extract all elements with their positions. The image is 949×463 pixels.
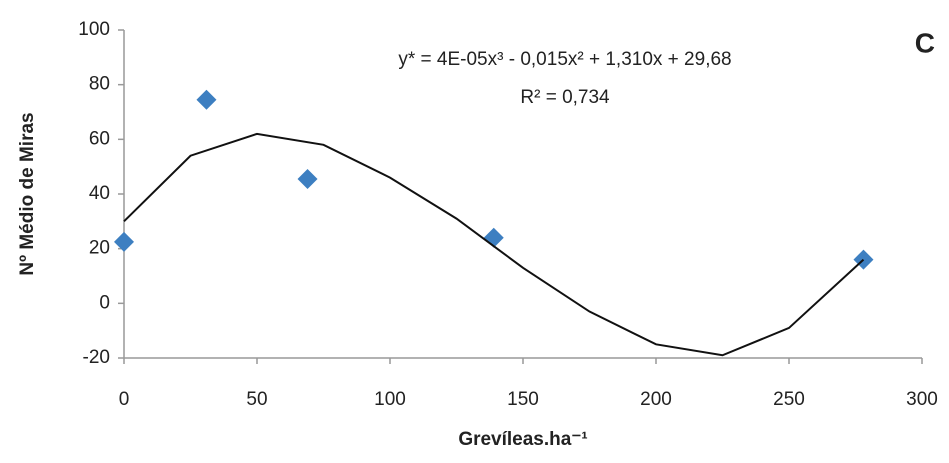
data-point — [483, 227, 504, 248]
equation: y* = 4E-05x³ - 0,015x² + 1,310x + 29,68 — [398, 49, 731, 70]
data-point — [196, 89, 217, 110]
x-tick-label: 200 — [640, 389, 672, 410]
x-tick-label: 250 — [773, 389, 805, 410]
fit-curve — [123, 132, 865, 357]
panel-label: C — [915, 27, 935, 58]
y-tick-label: 60 — [89, 128, 110, 149]
y-tick-label: -20 — [83, 347, 110, 368]
y-tick-label: 0 — [99, 292, 110, 313]
y-axis-label: Nº Médio de Miras — [17, 112, 38, 275]
y-tick-label: 40 — [89, 183, 110, 204]
y-tick-label: 80 — [89, 74, 110, 95]
x-tick-label: 300 — [906, 389, 938, 410]
x-axis-label: Grevíleas.ha⁻¹ — [458, 429, 587, 450]
x-tick-label: 100 — [374, 389, 406, 410]
x-tick-label: 0 — [119, 389, 130, 410]
x-tick-label: 150 — [507, 389, 539, 410]
data-point — [297, 168, 318, 189]
data-point — [114, 231, 134, 252]
r-squared: R² = 0,734 — [520, 87, 610, 108]
y-tick-label: 100 — [78, 19, 110, 40]
y-tick-label: 20 — [89, 238, 110, 259]
x-tick-label: 50 — [246, 389, 267, 410]
